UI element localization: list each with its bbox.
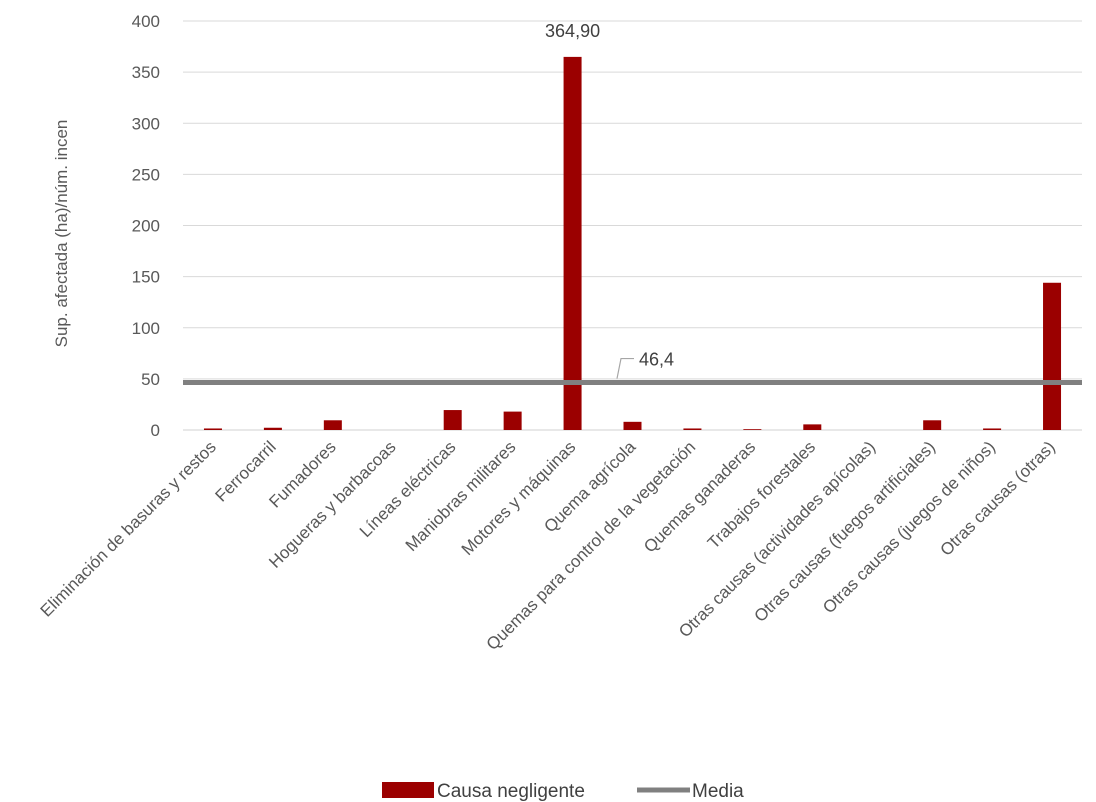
y-tick-label: 300 xyxy=(132,114,160,133)
bar xyxy=(323,420,342,430)
gridlines xyxy=(183,20,1082,431)
y-tick-label: 100 xyxy=(132,319,160,338)
bar xyxy=(923,420,942,430)
x-category-label: Motores y máquinas xyxy=(458,437,580,559)
y-tick-label: 350 xyxy=(132,63,160,82)
bar xyxy=(983,428,1002,430)
bar xyxy=(683,428,702,430)
x-category-label: Maniobras militares xyxy=(402,437,520,555)
data-labels: 364,90 xyxy=(545,21,600,41)
x-category-label: Otras causas (otras) xyxy=(937,437,1059,559)
mean-data-label: 46,4 xyxy=(639,350,674,370)
bar xyxy=(203,428,222,430)
bar xyxy=(1043,282,1062,430)
bar xyxy=(503,411,522,430)
y-tick-label: 50 xyxy=(141,370,160,389)
legend: Causa negligente Media xyxy=(382,781,744,802)
bar xyxy=(803,424,822,430)
x-category-label: Trabajos forestales xyxy=(704,437,819,552)
y-tick-label: 0 xyxy=(151,421,160,440)
y-axis-ticks: 0 50 100 150 200 250 300 350 400 xyxy=(132,12,160,440)
x-category-label: Quemas ganaderas xyxy=(640,437,759,556)
bars xyxy=(203,56,1062,431)
bar xyxy=(443,410,462,430)
bar xyxy=(563,56,582,431)
y-tick-label: 150 xyxy=(132,268,160,287)
x-axis-categories: Eliminación de basuras y restosFerrocarr… xyxy=(37,437,1059,654)
bar xyxy=(623,421,642,430)
mean-line-group: 46,4 xyxy=(183,350,1082,386)
y-axis-title: Sup. afectada (ha)/núm. incen xyxy=(52,120,71,348)
x-category-label: Quemas para control de la vegetación xyxy=(483,437,700,654)
legend-label-media: Media xyxy=(692,781,744,802)
y-tick-label: 250 xyxy=(132,165,160,184)
bar-data-label: 364,90 xyxy=(545,21,600,41)
y-tick-label: 400 xyxy=(132,12,160,31)
legend-swatch-causa-negligente xyxy=(382,782,434,798)
bar xyxy=(743,429,762,430)
y-tick-label: 200 xyxy=(132,217,160,236)
legend-label-causa-negligente: Causa negligente xyxy=(437,781,585,802)
x-category-label: Eliminación de basuras y restos xyxy=(37,437,220,620)
bar xyxy=(263,427,282,430)
mean-callout-leader xyxy=(616,357,634,379)
